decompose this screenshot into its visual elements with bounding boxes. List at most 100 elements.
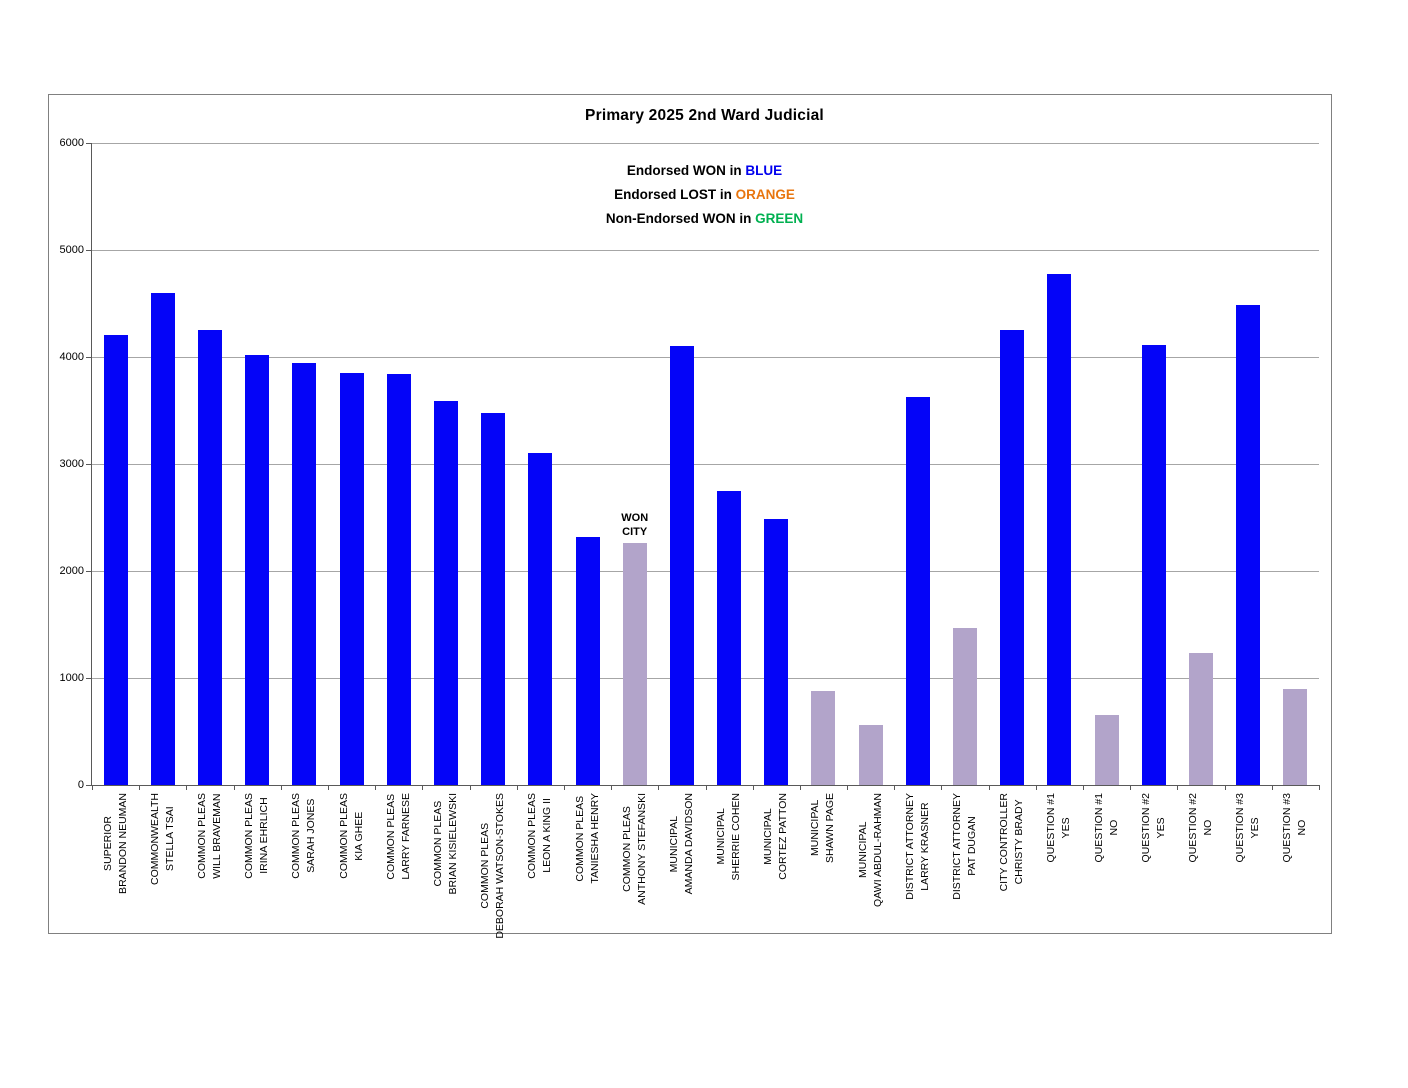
- x-axis-label: COMMON PLEAS BRIAN KISIELEWSKI: [431, 793, 459, 895]
- x-axis-tick: [280, 785, 282, 790]
- x-axis-tick: [186, 785, 188, 790]
- bar-cortez-patton: [764, 518, 789, 785]
- x-axis-category: QUESTION #1 NO: [1083, 793, 1130, 943]
- bar-taniesha-henry: [575, 536, 600, 785]
- bar-yes: [1047, 273, 1072, 785]
- x-axis-label: QUESTION #1 YES: [1045, 793, 1073, 863]
- bar-yes: [1236, 304, 1261, 785]
- x-axis-category: DISTRICT ATTORNEY PAT DUGAN: [941, 793, 988, 943]
- y-axis-tick: [86, 143, 92, 144]
- bar-sherrie-cohen: [717, 490, 742, 785]
- x-axis-tick: [611, 785, 613, 790]
- y-axis-tick: [86, 464, 92, 465]
- y-axis-label-0: 0: [77, 779, 84, 791]
- x-axis-tick: [1083, 785, 1085, 790]
- x-axis-label: COMMON PLEAS SARAH JONES: [290, 793, 318, 879]
- x-axis-tick: [375, 785, 377, 790]
- bar-shawn-page: [811, 690, 836, 785]
- x-axis-label: QUESTION #1 NO: [1092, 793, 1120, 863]
- gridline-5000: [92, 250, 1319, 251]
- legend-prefix-1: Endorsed LOST in: [614, 187, 736, 202]
- x-axis-label: QUESTION #2 NO: [1187, 793, 1215, 863]
- x-axis-category: COMMON PLEAS BRIAN KISIELEWSKI: [422, 793, 469, 943]
- chart-frame: Primary 2025 2nd Ward Judicial Endorsed …: [48, 94, 1332, 939]
- x-axis-category: COMMON PLEAS TANIESHA HENRY: [564, 793, 611, 943]
- x-axis-category: QUESTION #2 NO: [1177, 793, 1224, 943]
- x-axis-category: MUNICIPAL SHERRIE COHEN: [706, 793, 753, 943]
- y-axis-label-4000: 4000: [59, 351, 84, 363]
- bar-leon-a-king-ii: [528, 452, 553, 785]
- x-axis-label: COMMONWEALTH STELLA TSAI: [148, 793, 176, 885]
- legend-word-0: BLUE: [745, 163, 783, 178]
- plot-area: 0 1000 2000 3000 4000 5000 6000 SUPERIOR BRANDON…: [60, 137, 1320, 939]
- x-axis-category: MUNICIPAL QAWI ABDUL-RAHMAN: [847, 793, 894, 943]
- bar-irina-ehrlich: [245, 355, 270, 785]
- bar-brian-kisielewski: [433, 400, 458, 785]
- x-axis-tick: [799, 785, 801, 790]
- x-axis-label: QUESTION #3 YES: [1234, 793, 1262, 863]
- x-axis-label: SUPERIOR BRANDON NEUMAN: [101, 793, 129, 894]
- x-axis-category: COMMON PLEAS IRINA EHRLICH: [234, 793, 281, 943]
- x-axis-tick: [1177, 785, 1179, 790]
- x-axis-label: CITY CONTROLLER CHRISTY BRADY: [998, 793, 1026, 892]
- x-axis-label: MUNICIPAL SHERRIE COHEN: [715, 793, 743, 881]
- x-axis-label: COMMON PLEAS TANIESHA HENRY: [573, 793, 601, 884]
- y-axis-label-6000: 6000: [59, 137, 84, 149]
- bar-will-braveman: [197, 329, 222, 785]
- bar-amanda-davidson: [669, 346, 694, 785]
- legend-prefix-0: Endorsed WON in: [626, 163, 746, 178]
- y-axis-tick: [86, 678, 92, 679]
- bar-anthony-stefanski: [622, 542, 647, 785]
- x-axis-label: COMMON PLEAS KIA GHEE: [337, 793, 365, 879]
- x-axis-label: QUESTION #2 YES: [1139, 793, 1167, 863]
- x-axis-label: COMMON PLEAS ANTHONY STEFANSKI: [620, 793, 648, 905]
- x-axis-tick: [1271, 785, 1273, 790]
- x-axis-label: COMMON PLEAS WILL BRAVEMAN: [195, 793, 223, 879]
- bar-qawi-abdul-rahman: [858, 725, 883, 785]
- x-axis-label: MUNICIPAL SHAWN PAGE: [809, 793, 837, 864]
- bar-no: [1094, 714, 1119, 785]
- x-axis-category: COMMON PLEAS DEBORAH WATSON-STOKES: [470, 793, 517, 943]
- chart-legend: Endorsed WON in BLUE Endorsed LOST in OR…: [91, 159, 1318, 231]
- x-axis-label: MUNICIPAL AMANDA DAVIDSON: [667, 793, 695, 895]
- x-axis-label: COMMON PLEAS IRINA EHRLICH: [243, 793, 271, 879]
- x-axis-tick: [1319, 785, 1320, 790]
- x-axis-category: SUPERIOR BRANDON NEUMAN: [92, 793, 139, 943]
- gridline-2000: [92, 571, 1319, 572]
- x-axis-category: QUESTION #3 YES: [1225, 793, 1272, 943]
- legend-prefix-2: Non-Endorsed WON in: [605, 211, 756, 226]
- legend-word-1: ORANGE: [735, 187, 795, 202]
- x-axis-category: COMMONWEALTH STELLA TSAI: [139, 793, 186, 943]
- legend-line-non-endorsed-won: Non-Endorsed WON in GREEN: [91, 207, 1318, 231]
- bar-brandon-neuman: [103, 335, 128, 785]
- y-axis-label-3000: 3000: [59, 458, 84, 470]
- x-axis-label: MUNICIPAL QAWI ABDUL-RAHMAN: [856, 793, 884, 907]
- y-axis-label-5000: 5000: [59, 244, 84, 256]
- bar-no: [1189, 652, 1214, 785]
- x-axis-category: COMMON PLEAS WILL BRAVEMAN: [186, 793, 233, 943]
- x-axis-category: CITY CONTROLLER CHRISTY BRADY: [989, 793, 1036, 943]
- x-axis-tick: [847, 785, 849, 790]
- bar-pat-dugan: [953, 628, 978, 785]
- x-axis-label: COMMON PLEAS LARRY FARNESE: [384, 793, 412, 880]
- bar-yes: [1141, 345, 1166, 785]
- x-axis-tick: [894, 785, 896, 790]
- x-axis-category: MUNICIPAL SHAWN PAGE: [800, 793, 847, 943]
- y-axis-tick: [86, 357, 92, 358]
- bar-annotation-won-city: WON CITY: [621, 511, 649, 538]
- x-axis-tick: [92, 785, 93, 790]
- y-axis-tick: [86, 785, 92, 786]
- chart-title: Primary 2025 2nd Ward Judicial: [585, 107, 824, 124]
- bar-christy-brady: [1000, 329, 1025, 785]
- bar-deborah-watson-stokes: [481, 412, 506, 785]
- x-axis-tick: [1224, 785, 1226, 790]
- x-axis-tick: [1035, 785, 1037, 790]
- legend-word-2: GREEN: [755, 211, 804, 226]
- x-axis-tick: [752, 785, 754, 790]
- bar-stella-tsai: [150, 293, 175, 785]
- x-axis-label: COMMON PLEAS DEBORAH WATSON-STOKES: [479, 793, 507, 939]
- x-axis-category: QUESTION #3 NO: [1272, 793, 1319, 943]
- gridline-1000: [92, 678, 1319, 679]
- x-axis-tick: [233, 785, 235, 790]
- x-axis-label: COMMON PLEAS LEON A KING II: [526, 793, 554, 879]
